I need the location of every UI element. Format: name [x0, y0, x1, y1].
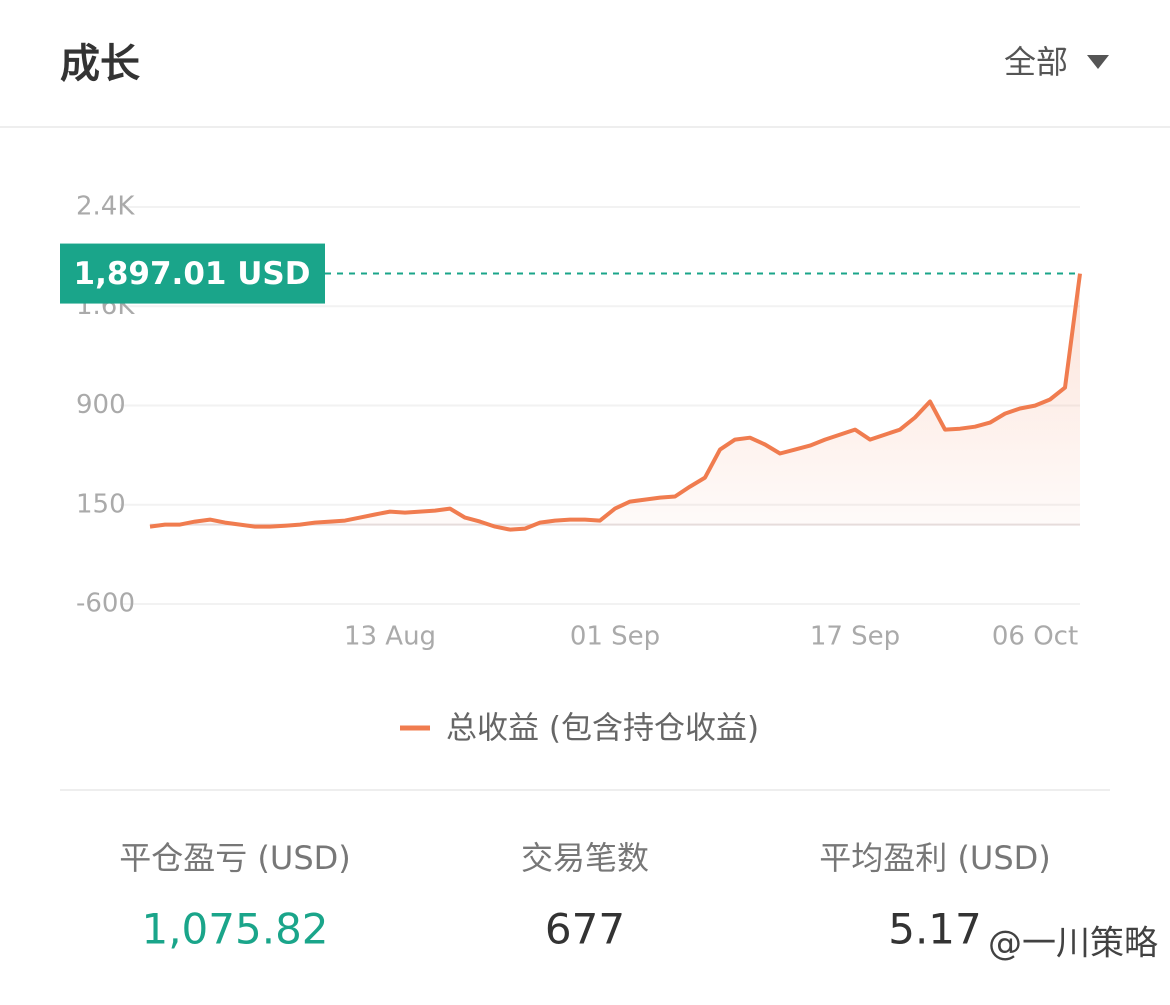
stat-value: 677: [545, 905, 625, 954]
y-tick-label: 150: [76, 489, 126, 519]
y-tick-label: 2.4K: [76, 192, 135, 222]
stat-label: 平均盈利 (USD): [819, 839, 1051, 877]
stat-value: 1,075.82: [141, 905, 328, 954]
value-badge: [60, 243, 325, 304]
line: [149, 273, 1082, 532]
stats: 平仓盈亏 (USD) 1,075.82 交易笔数 677 平均盈利 (USD) 5.17 @…: [119, 839, 1158, 964]
y-tick-label: -600: [76, 589, 135, 619]
dropdown-arrow[interactable]: [1087, 55, 1109, 69]
value-label: 1,897.01 USD: [74, 256, 311, 292]
stat-label: 平仓盈亏 (USD): [119, 839, 351, 877]
page-title: 成长: [60, 41, 140, 87]
x-tick-label: 06 Oct: [992, 622, 1078, 652]
legend-label: 总收益 (包含持仓收益): [446, 711, 759, 747]
x-tick-label: 17 Sep: [810, 622, 900, 652]
stat-label: 交易笔数: [521, 839, 649, 877]
x-tick-label: 13 Aug: [344, 622, 436, 652]
stat-value: 5.17: [888, 905, 982, 954]
y-tick-label: 900: [76, 390, 126, 420]
filter-dropdown[interactable]: 全部: [1004, 43, 1068, 81]
watermark: @一川策略: [988, 924, 1158, 964]
x-tick-label: 01 Sep: [570, 622, 660, 652]
area: [150, 273, 1080, 530]
